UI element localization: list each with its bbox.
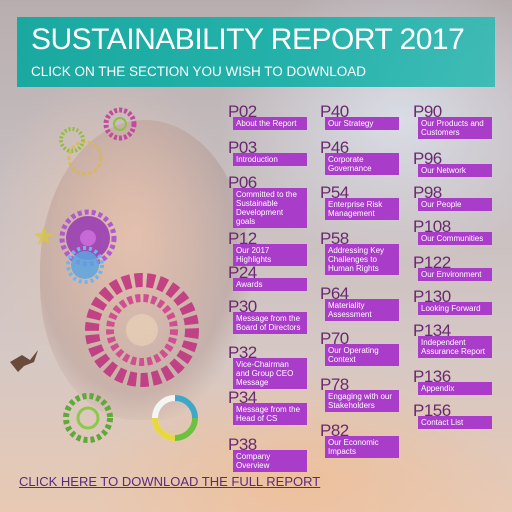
section-page-number: P134 [413, 321, 451, 340]
section-page-number: P02 [228, 102, 257, 121]
section-label: Engaging with our Stakeholders [325, 390, 399, 412]
section-label: Our Operating Context [325, 344, 399, 366]
bird-icon [10, 350, 38, 372]
section-link-p58[interactable]: P58 Addressing Key Challenges to Human R… [320, 230, 399, 275]
section-page-number: P58 [320, 229, 349, 248]
section-label: Our Products and Customers [418, 117, 492, 139]
section-page-number: P122 [413, 253, 451, 272]
section-label: Our People [418, 198, 492, 211]
section-page-number: P24 [228, 263, 257, 282]
section-link-p54[interactable]: P54 Enterprise Risk Management [320, 184, 399, 220]
section-page-number: P78 [320, 375, 349, 394]
section-link-p70[interactable]: P70 Our Operating Context [320, 330, 399, 366]
section-page-number: P40 [320, 102, 349, 121]
section-link-p40[interactable]: P40 Our Strategy [320, 103, 399, 130]
section-label: Looking Forward [418, 302, 492, 315]
star-yellow [34, 226, 54, 245]
section-label: Our Environment [418, 268, 492, 281]
mandala-blue [66, 246, 104, 284]
section-page-number: P38 [228, 435, 257, 454]
section-link-p82[interactable]: P82 Our Economic Impacts [320, 422, 399, 458]
mandala-green-bottom [63, 393, 113, 443]
section-label: Our Economic Impacts [325, 436, 399, 458]
section-link-p122[interactable]: P122 Our Environment [413, 254, 492, 281]
mandala-yellow [67, 140, 103, 176]
ring-progress-graphic [152, 395, 198, 441]
section-link-p03[interactable]: P03 Introduction [228, 139, 307, 166]
section-label: Corporate Governance [325, 153, 399, 175]
section-label: Enterprise Risk Management [325, 198, 399, 220]
download-full-report-link[interactable]: CLICK HERE TO DOWNLOAD THE FULL REPORT [19, 474, 321, 489]
mandala-small-top [103, 107, 137, 141]
section-page-number: P54 [320, 183, 349, 202]
section-label: Introduction [233, 153, 307, 166]
section-link-p46[interactable]: P46 Corporate Governance [320, 139, 399, 175]
section-page-number: P90 [413, 102, 442, 121]
section-label: Awards [233, 278, 307, 291]
section-link-p134[interactable]: P134 Independent Assurance Report [413, 322, 492, 358]
section-page-number: P46 [320, 138, 349, 157]
section-link-p06[interactable]: P06 Committed to the Sustainable Develop… [228, 174, 307, 228]
section-link-p12[interactable]: P12 Our 2017 Highlights [228, 230, 307, 266]
section-link-p24[interactable]: P24 Awards [228, 264, 307, 291]
section-page-number: P70 [320, 329, 349, 348]
section-link-p02[interactable]: P02 About the Report [228, 103, 307, 130]
section-label: Message from the Board of Directors [233, 312, 307, 334]
section-page-number: P34 [228, 388, 257, 407]
header-banner: SUSTAINABILITY REPORT 2017 CLICK ON THE … [17, 17, 495, 87]
section-link-p130[interactable]: P130 Looking Forward [413, 288, 492, 315]
section-link-p108[interactable]: P108 Our Communities [413, 218, 492, 245]
page-title: SUSTAINABILITY REPORT 2017 [31, 23, 465, 56]
section-label: Addressing Key Challenges to Human Right… [325, 244, 399, 275]
section-label: Appendix [418, 382, 492, 395]
section-label: Committed to the Sustainable Development… [233, 188, 307, 228]
section-page-number: P12 [228, 229, 257, 248]
section-label: Company Overview [233, 450, 307, 472]
mandala-large-magenta [85, 273, 199, 387]
section-page-number: P136 [413, 367, 451, 386]
section-page-number: P64 [320, 284, 349, 303]
section-page-number: P30 [228, 297, 257, 316]
section-link-p96[interactable]: P96 Our Network [413, 150, 492, 177]
section-label: Independent Assurance Report [418, 336, 492, 358]
section-page-number: P156 [413, 401, 451, 420]
section-link-p98[interactable]: P98 Our People [413, 184, 492, 211]
section-link-p34[interactable]: P34 Message from the Head of CS [228, 389, 307, 425]
section-link-p32[interactable]: P32 Vice-Chairman and Group CEO Message [228, 344, 307, 389]
section-label: Vice-Chairman and Group CEO Message [233, 358, 307, 389]
section-label: Materiality Assessment [325, 299, 399, 321]
section-label: Message from the Head of CS [233, 403, 307, 425]
section-page-number: P32 [228, 343, 257, 362]
section-label: Our 2017 Highlights [233, 244, 307, 266]
section-page-number: P108 [413, 217, 451, 236]
section-link-p30[interactable]: P30 Message from the Board of Directors [228, 298, 307, 334]
section-link-p90[interactable]: P90 Our Products and Customers [413, 103, 492, 139]
section-page-number: P130 [413, 287, 451, 306]
section-label: Our Strategy [325, 117, 399, 130]
section-link-p136[interactable]: P136 Appendix [413, 368, 492, 395]
section-page-number: P82 [320, 421, 349, 440]
section-link-p38[interactable]: P38 Company Overview [228, 436, 307, 472]
section-page-number: P96 [413, 149, 442, 168]
section-label: Our Network [418, 164, 492, 177]
section-page-number: P98 [413, 183, 442, 202]
section-label: About the Report [233, 117, 307, 130]
section-link-p156[interactable]: P156 Contact List [413, 402, 492, 429]
mandala-purple [59, 209, 117, 267]
section-page-number: P06 [228, 173, 257, 192]
section-link-p64[interactable]: P64 Materiality Assessment [320, 285, 399, 321]
section-label: Our Communities [418, 232, 492, 245]
section-page-number: P03 [228, 138, 257, 157]
section-link-p78[interactable]: P78 Engaging with our Stakeholders [320, 376, 399, 412]
section-label: Contact List [418, 416, 492, 429]
page-subtitle: CLICK ON THE SECTION YOU WISH TO DOWNLOA… [31, 64, 367, 79]
